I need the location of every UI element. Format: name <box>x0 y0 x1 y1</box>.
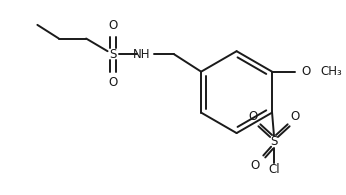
Text: Cl: Cl <box>268 163 280 176</box>
Text: S: S <box>110 48 117 61</box>
Text: S: S <box>270 135 278 148</box>
Text: NH: NH <box>133 48 151 61</box>
Text: O: O <box>248 110 257 123</box>
Text: O: O <box>250 159 259 172</box>
Text: O: O <box>109 19 118 32</box>
Text: CH₃: CH₃ <box>321 65 343 78</box>
Text: O: O <box>109 76 118 89</box>
Text: O: O <box>291 110 300 123</box>
Text: O: O <box>301 65 311 78</box>
